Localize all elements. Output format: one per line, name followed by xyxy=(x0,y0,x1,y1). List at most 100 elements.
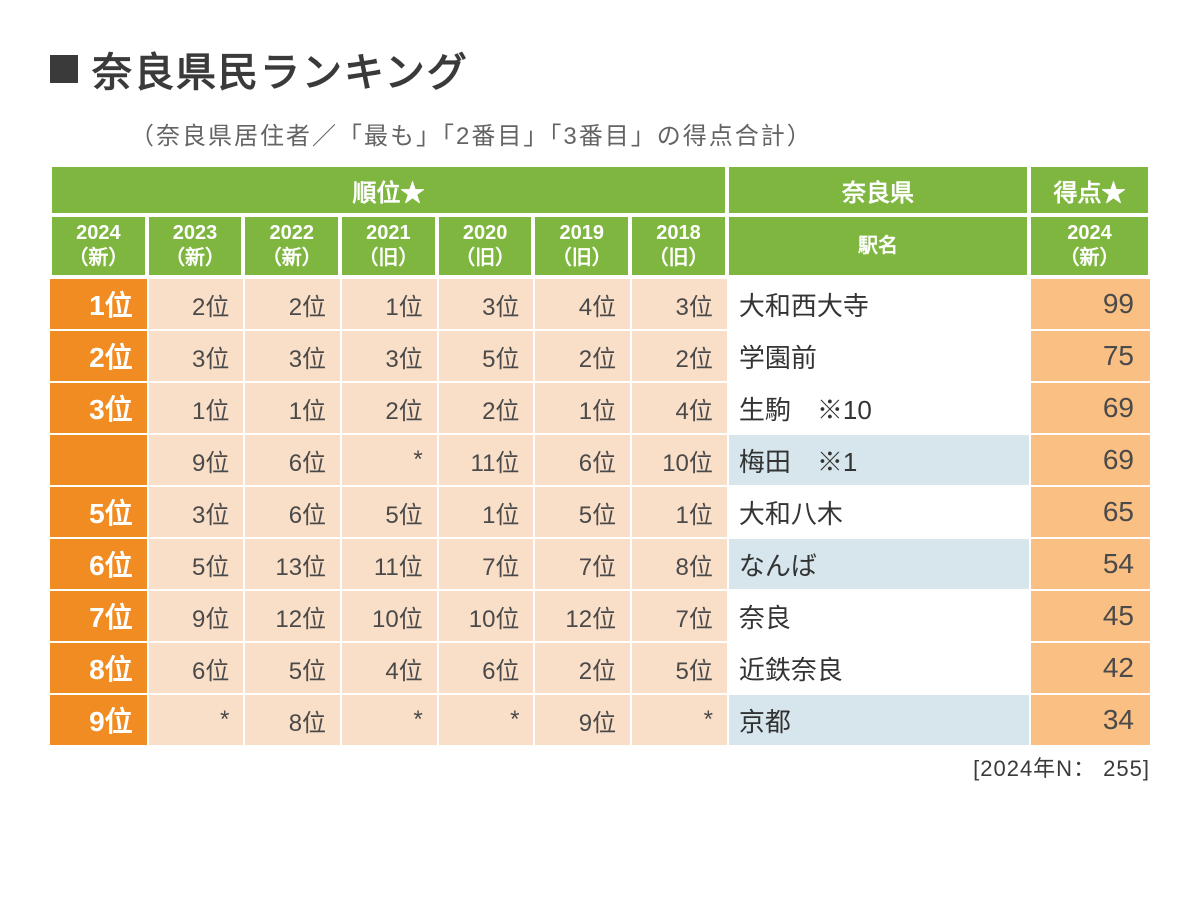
station-cell: 生駒 ※10 xyxy=(727,381,1029,433)
rank-old-cell: 2位 xyxy=(147,277,244,329)
rank-old-cell: 10位 xyxy=(437,589,534,641)
score-cell: 54 xyxy=(1029,537,1150,589)
score-cell: 69 xyxy=(1029,381,1150,433)
rank-old-cell: 3位 xyxy=(147,329,244,381)
score-cell: 69 xyxy=(1029,433,1150,485)
rank-old-cell: 4位 xyxy=(630,381,727,433)
rank-old-cell: 9位 xyxy=(147,433,244,485)
rank-2024-cell: 1位 xyxy=(50,277,147,329)
rank-old-cell: 9位 xyxy=(533,693,630,745)
table-row: 6位5位13位11位7位7位8位なんば54 xyxy=(50,537,1150,589)
rank-old-cell: * xyxy=(340,693,437,745)
table-row: 9位*8位**9位*京都34 xyxy=(50,693,1150,745)
rank-2024-cell: 3位 xyxy=(50,381,147,433)
rank-old-cell: 7位 xyxy=(630,589,727,641)
header-nara-group: 奈良県 xyxy=(727,165,1029,215)
rank-old-cell: 10位 xyxy=(340,589,437,641)
rank-old-cell: 5位 xyxy=(630,641,727,693)
rank-old-cell: 9位 xyxy=(147,589,244,641)
rank-old-cell: 7位 xyxy=(533,537,630,589)
rank-old-cell: 6位 xyxy=(533,433,630,485)
rank-old-cell: 13位 xyxy=(243,537,340,589)
header-rank-group: 順位★ xyxy=(50,165,727,215)
rank-old-cell: 2位 xyxy=(630,329,727,381)
rank-old-cell: 8位 xyxy=(630,537,727,589)
score-cell: 34 xyxy=(1029,693,1150,745)
station-cell: 近鉄奈良 xyxy=(727,641,1029,693)
header-year-2022: 2022（新） xyxy=(243,215,340,277)
rank-old-cell: * xyxy=(147,693,244,745)
header-year-2024: 2024（新） xyxy=(50,215,147,277)
rank-old-cell: 1位 xyxy=(147,381,244,433)
rank-2024-cell: 7位 xyxy=(50,589,147,641)
rank-old-cell: 5位 xyxy=(533,485,630,537)
header-score-year: 2024（新） xyxy=(1029,215,1150,277)
rank-2024-cell: 5位 xyxy=(50,485,147,537)
rank-old-cell: 4位 xyxy=(340,641,437,693)
rank-old-cell: 1位 xyxy=(533,381,630,433)
bullet-icon xyxy=(50,55,78,83)
header-year-2020: 2020（旧） xyxy=(437,215,534,277)
station-cell: 奈良 xyxy=(727,589,1029,641)
rank-old-cell: 1位 xyxy=(437,485,534,537)
rank-old-cell: 3位 xyxy=(147,485,244,537)
footnote: [2024年N： 255] xyxy=(50,751,1150,783)
station-cell: 梅田 ※1 xyxy=(727,433,1029,485)
page-title: 奈良県民ランキング xyxy=(92,40,469,98)
rank-old-cell: 5位 xyxy=(147,537,244,589)
station-cell: 学園前 xyxy=(727,329,1029,381)
rank-old-cell: 2位 xyxy=(243,277,340,329)
table-head: 順位★ 奈良県 得点★ 2024（新）2023（新）2022（新）2021（旧）… xyxy=(50,165,1150,277)
rank-old-cell: 6位 xyxy=(243,433,340,485)
rank-old-cell: 6位 xyxy=(437,641,534,693)
rank-old-cell: 3位 xyxy=(243,329,340,381)
table-row: 9位6位*11位6位10位梅田 ※169 xyxy=(50,433,1150,485)
header-score-group: 得点★ xyxy=(1029,165,1150,215)
rank-old-cell: 5位 xyxy=(437,329,534,381)
rank-old-cell: * xyxy=(340,433,437,485)
rank-old-cell: * xyxy=(630,693,727,745)
rank-old-cell: 1位 xyxy=(243,381,340,433)
rank-2024-cell: 6位 xyxy=(50,537,147,589)
rank-old-cell: 5位 xyxy=(340,485,437,537)
rank-old-cell: 12位 xyxy=(243,589,340,641)
station-cell: 大和八木 xyxy=(727,485,1029,537)
rank-old-cell: 11位 xyxy=(340,537,437,589)
station-cell: なんば xyxy=(727,537,1029,589)
rank-old-cell: 7位 xyxy=(437,537,534,589)
rank-old-cell: 11位 xyxy=(437,433,534,485)
title-row: 奈良県民ランキング xyxy=(50,40,1150,98)
rank-2024-cell: 2位 xyxy=(50,329,147,381)
rank-old-cell: 1位 xyxy=(340,277,437,329)
subtitle: （奈良県居住者／「最も」「2番目」「3番目」の得点合計） xyxy=(130,116,1150,151)
rank-old-cell: 3位 xyxy=(340,329,437,381)
table-row: 7位9位12位10位10位12位7位奈良45 xyxy=(50,589,1150,641)
rank-old-cell: 12位 xyxy=(533,589,630,641)
rank-old-cell: 2位 xyxy=(437,381,534,433)
rank-2024-cell: 8位 xyxy=(50,641,147,693)
rank-old-cell: 3位 xyxy=(437,277,534,329)
score-cell: 45 xyxy=(1029,589,1150,641)
ranking-table: 順位★ 奈良県 得点★ 2024（新）2023（新）2022（新）2021（旧）… xyxy=(50,165,1150,745)
rank-old-cell: 8位 xyxy=(243,693,340,745)
score-cell: 75 xyxy=(1029,329,1150,381)
rank-old-cell: 2位 xyxy=(533,641,630,693)
rank-old-cell: 6位 xyxy=(147,641,244,693)
rank-old-cell: 1位 xyxy=(630,485,727,537)
table-body: 1位2位2位1位3位4位3位大和西大寺992位3位3位3位5位2位2位学園前75… xyxy=(50,277,1150,745)
header-station: 駅名 xyxy=(727,215,1029,277)
rank-old-cell: 5位 xyxy=(243,641,340,693)
table-row: 2位3位3位3位5位2位2位学園前75 xyxy=(50,329,1150,381)
header-year-2019: 2019（旧） xyxy=(533,215,630,277)
rank-2024-cell: 9位 xyxy=(50,693,147,745)
rank-old-cell: 6位 xyxy=(243,485,340,537)
score-cell: 65 xyxy=(1029,485,1150,537)
rank-old-cell: 2位 xyxy=(533,329,630,381)
rank-old-cell: 2位 xyxy=(340,381,437,433)
station-cell: 京都 xyxy=(727,693,1029,745)
score-cell: 42 xyxy=(1029,641,1150,693)
rank-old-cell: 3位 xyxy=(630,277,727,329)
rank-2024-cell xyxy=(50,433,147,485)
rank-old-cell: * xyxy=(437,693,534,745)
table-row: 3位1位1位2位2位1位4位生駒 ※1069 xyxy=(50,381,1150,433)
